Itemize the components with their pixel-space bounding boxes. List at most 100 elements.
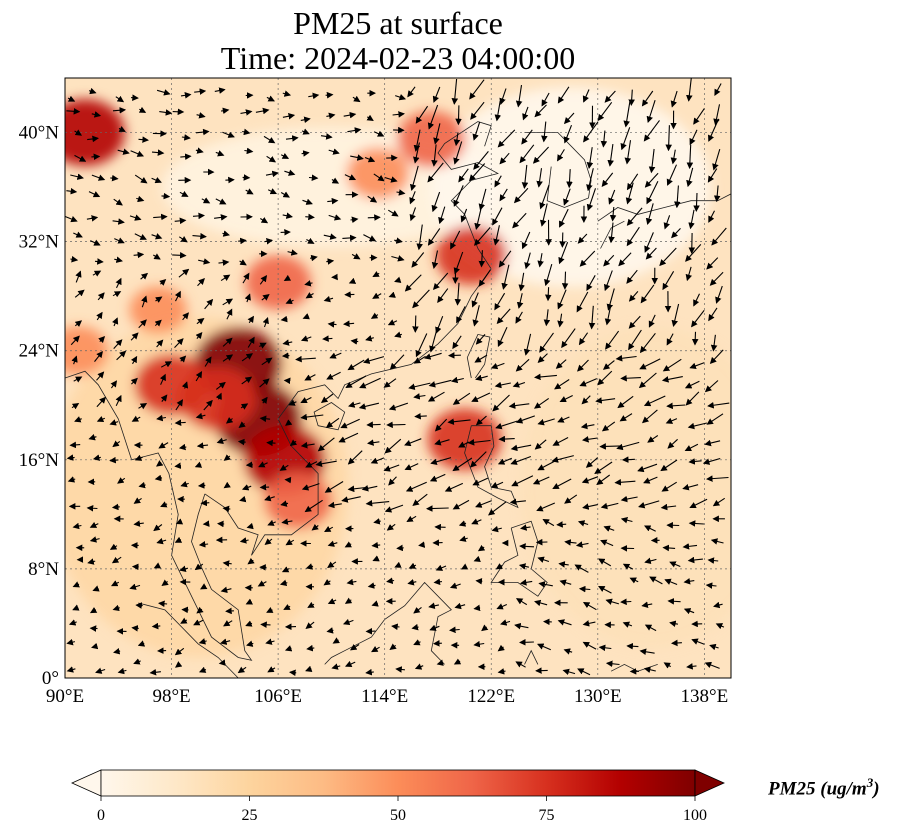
- wind-arrow: [192, 232, 207, 240]
- wind-arrow: [708, 210, 715, 223]
- wind-arrow: [151, 233, 163, 240]
- wind-arrow: [237, 438, 246, 446]
- wind-arrow: [451, 78, 459, 105]
- wind-arrow: [320, 393, 334, 404]
- wind-arrow: [284, 476, 292, 484]
- wind-arrow: [367, 195, 378, 203]
- wind-arrow: [577, 520, 589, 527]
- wind-arrow: [301, 128, 310, 135]
- wind-arrow: [130, 332, 139, 341]
- wind-arrow: [433, 578, 442, 586]
- wind-arrow: [515, 415, 535, 424]
- wind-arrow: [260, 621, 271, 628]
- wind-arrow: [305, 213, 315, 221]
- wind-arrow: [605, 330, 620, 350]
- wind-arrow: [370, 312, 379, 319]
- wind-arrow: [195, 128, 210, 136]
- wind-arrow: [222, 354, 234, 362]
- wind-arrow: [646, 100, 656, 124]
- wind-arrow: [282, 112, 296, 120]
- wind-arrow: [304, 280, 313, 287]
- wind-arrow: [75, 270, 82, 283]
- wind-arrow: [92, 454, 101, 461]
- wind-arrow: [705, 582, 717, 589]
- wind-arrow: [643, 395, 666, 407]
- wind-arrow: [519, 543, 535, 550]
- wind-arrow: [641, 601, 653, 608]
- wind-arrow: [109, 419, 119, 426]
- wind-arrow: [240, 403, 249, 410]
- wind-arrow: [138, 106, 147, 113]
- wind-arrow: [305, 563, 314, 570]
- wind-arrow: [454, 602, 466, 610]
- wind-arrow: [151, 177, 162, 184]
- wind-arrow: [624, 140, 632, 165]
- wind-arrow: [644, 172, 659, 188]
- wind-arrow: [406, 515, 417, 523]
- wind-arrow: [111, 503, 120, 511]
- wind-arrow: [223, 481, 231, 489]
- wind-arrow: [347, 450, 363, 465]
- wind-arrow: [88, 191, 101, 198]
- wind-arrow: [626, 226, 640, 247]
- wind-arrow: [154, 474, 163, 482]
- wind-arrow: [437, 288, 449, 303]
- wind-arrow: [182, 312, 190, 321]
- wind-arrow: [130, 150, 145, 157]
- wind-arrow: [709, 643, 719, 651]
- lat-tick-label: 24°N: [19, 341, 60, 362]
- wind-arrow: [96, 396, 107, 408]
- wind-arrow: [115, 277, 122, 289]
- wind-arrow: [644, 525, 656, 532]
- wind-arrow: [559, 395, 573, 403]
- wind-arrow: [241, 484, 252, 491]
- coastlines: [65, 121, 731, 678]
- wind-arrow: [645, 203, 654, 225]
- wind-arrow: [707, 557, 719, 564]
- wind-arrow: [662, 358, 682, 372]
- wind-arrow: [499, 188, 508, 202]
- wind-arrow: [426, 505, 449, 512]
- wind-arrow: [691, 309, 705, 328]
- wind-arrow: [281, 518, 293, 525]
- lon-tick-label: 98°E: [152, 686, 190, 707]
- wind-arrow: [586, 147, 594, 169]
- wind-arrow: [283, 603, 291, 610]
- wind-arrow: [686, 663, 697, 670]
- wind-arrow: [223, 620, 233, 627]
- wind-arrow: [429, 624, 440, 631]
- wind-arrow: [257, 580, 267, 587]
- wind-arrow: [110, 174, 119, 182]
- wind-arrow: [68, 619, 77, 626]
- wind-arrow: [554, 379, 570, 390]
- wind-arrow: [134, 233, 147, 240]
- wind-arrow: [713, 601, 723, 609]
- wind-arrow: [458, 441, 470, 448]
- wind-arrow: [96, 416, 106, 423]
- wind-arrow: [459, 535, 468, 542]
- wind-arrow: [595, 397, 616, 404]
- wind-arrow: [214, 87, 226, 94]
- wind-arrow: [238, 421, 246, 428]
- wind-arrow: [343, 320, 355, 327]
- wind-vectors: [65, 78, 730, 677]
- wind-arrow: [607, 144, 614, 167]
- wind-arrow: [431, 250, 439, 269]
- wind-arrow: [149, 668, 161, 676]
- wind-arrow: [389, 643, 397, 651]
- wind-arrow: [616, 441, 640, 451]
- wind-arrow: [218, 659, 226, 666]
- wind-arrow: [566, 169, 573, 189]
- wind-arrow: [66, 108, 81, 115]
- wind-arrow: [559, 208, 569, 228]
- wind-arrow: [112, 218, 125, 225]
- wind-arrow: [372, 270, 380, 278]
- wind-arrow: [141, 295, 148, 308]
- wind-arrow: [577, 233, 588, 244]
- wind-arrow: [218, 259, 230, 266]
- wind-arrow: [427, 391, 445, 402]
- wind-arrow: [371, 600, 379, 607]
- wind-arrow: [539, 184, 550, 210]
- wind-arrow: [431, 144, 438, 167]
- wind-arrow: [520, 524, 531, 531]
